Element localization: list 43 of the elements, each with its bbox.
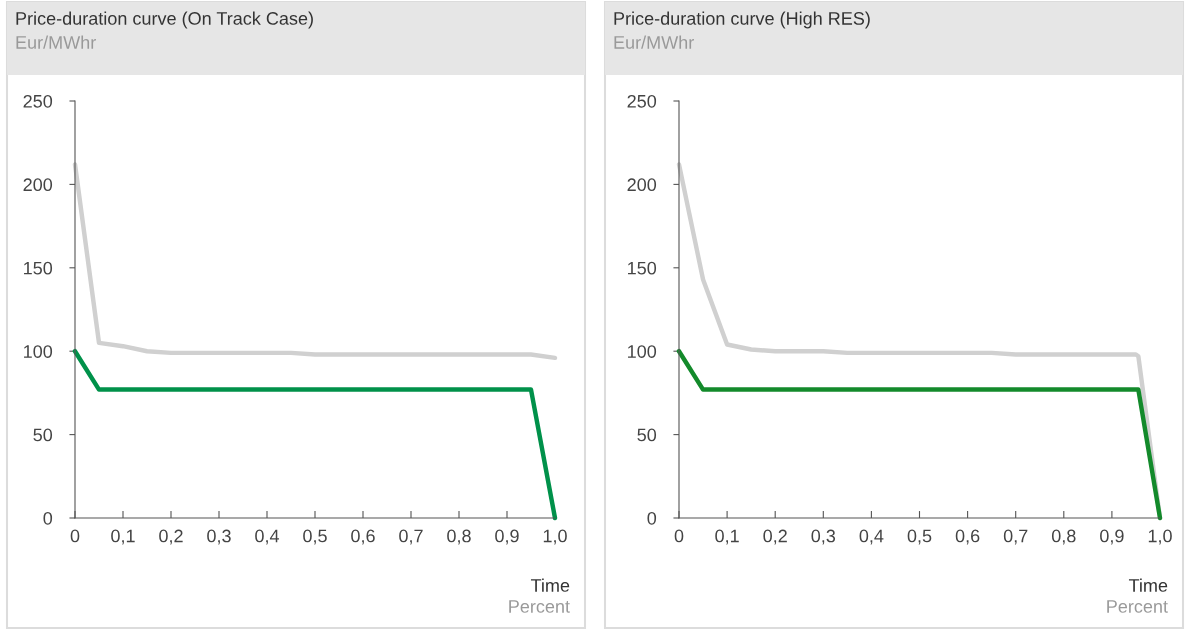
x-tick-label: 0,9: [495, 529, 519, 545]
x-tick-label: 0,7: [399, 529, 423, 545]
x-tick-label: 1,0: [1148, 529, 1172, 545]
y-tick-label: 200: [627, 178, 657, 192]
chart-title: Price-duration curve (On Track Case): [16, 11, 313, 29]
y-tick-label: 100: [24, 345, 53, 358]
x-tick-label: 0: [674, 529, 684, 543]
y-tick-label: 50: [637, 428, 657, 442]
x-tick-label: 0,1: [715, 529, 739, 545]
x-tick-label: 0,5: [303, 529, 327, 545]
x-tick-label: 0,7: [1003, 529, 1028, 545]
x-tick-label: 0,2: [763, 529, 787, 545]
y-tick-label: 0: [647, 511, 657, 525]
line-series: [72, 162, 558, 361]
x-tick-label: 0,8: [447, 529, 471, 545]
x-tick-label: 0,3: [811, 529, 836, 545]
x-tick-label: 0,1: [111, 529, 135, 545]
y-tick-label: 150: [24, 261, 53, 275]
x-tick-label: 0,8: [1051, 529, 1076, 545]
text: Percent: [1107, 600, 1168, 613]
x-axis-title: Time: [530, 578, 570, 592]
x-tick-label: 0,5: [907, 529, 932, 545]
x-tick-label: 0,2: [159, 529, 183, 545]
x-tick-label: 0: [70, 529, 80, 543]
x-axis-title: Time: [1128, 578, 1168, 592]
x-tick-label: 0,4: [859, 529, 884, 545]
x-tick-label: 0,9: [1100, 529, 1124, 545]
y-tick-label: 100: [628, 345, 657, 358]
y-tick-label: 250: [627, 94, 657, 108]
y-axis-title: Eur/MWhr: [16, 35, 96, 49]
x-tick-label: 0,6: [955, 529, 980, 545]
x-tick-label: 0,3: [207, 529, 231, 545]
y-axis-title: Eur/MWhr: [614, 35, 694, 49]
y-tick-label: 150: [628, 261, 657, 275]
y-tick-label: 50: [33, 428, 53, 442]
y-tick-label: 250: [23, 94, 53, 108]
y-tick-label: 0: [43, 511, 53, 525]
x-tick-label: 0,6: [351, 529, 375, 545]
x-tick-label: 1,0: [543, 529, 567, 545]
text: Percent: [509, 600, 570, 613]
x-tick-label: 0,4: [255, 529, 280, 545]
y-tick-label: 200: [23, 178, 53, 192]
chart-title: Price-duration curve (High RES): [614, 11, 870, 29]
